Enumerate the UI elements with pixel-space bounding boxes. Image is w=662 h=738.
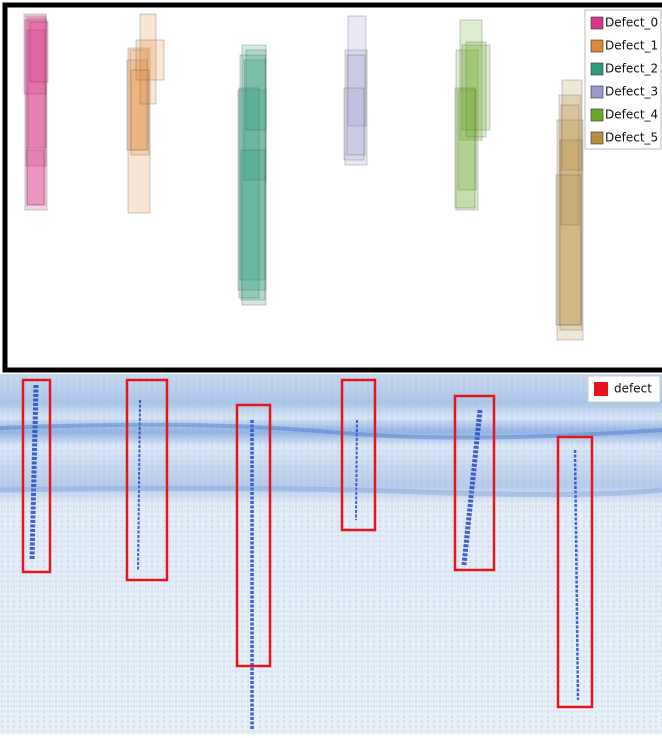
echo-streak	[461, 409, 483, 566]
detection-box	[21, 378, 52, 574]
defect-box	[27, 17, 47, 149]
defect-box	[239, 54, 266, 281]
echo-streak	[355, 419, 358, 521]
top-panel: Defect_0 Defect_1 Defect_2 Defect_3 Defect_4…	[2, 2, 662, 373]
detection-box	[556, 435, 594, 709]
echo-band	[0, 422, 662, 440]
defect-box	[555, 174, 582, 326]
defect-box	[347, 15, 367, 127]
defect-box	[556, 119, 584, 341]
defect-box	[457, 89, 477, 191]
legend-swatch	[594, 382, 608, 396]
legend: Defect_0 Defect_1 Defect_2 Defect_3 Defect_4…	[584, 9, 662, 150]
legend-swatch	[590, 131, 604, 145]
echo-streak	[29, 384, 39, 561]
echo-streaks	[0, 384, 662, 730]
legend-swatch	[590, 85, 604, 99]
defect-box	[561, 79, 583, 171]
legend-swatch	[590, 108, 604, 122]
defect-box	[24, 19, 48, 211]
defect-box	[343, 87, 365, 161]
panel-frame	[2, 2, 662, 373]
echo-band	[0, 485, 662, 498]
defect-box	[459, 19, 483, 141]
defect-box	[344, 49, 368, 166]
legend-swatch	[590, 62, 604, 76]
legend-label: Defect_5	[605, 131, 658, 145]
defect-box	[26, 29, 46, 206]
legend-swatch	[590, 39, 604, 53]
detection-box	[125, 378, 169, 582]
legend-label: Defect_4	[605, 108, 658, 122]
detection-box	[340, 378, 377, 532]
defect-box	[245, 49, 267, 131]
defect-box	[126, 59, 148, 151]
defect-box	[241, 44, 267, 306]
defect-box	[139, 13, 157, 105]
legend-label: defect	[614, 382, 652, 396]
legend-label: Defect_2	[605, 62, 658, 76]
detection-box	[235, 403, 272, 668]
legend-label: Defect_0	[605, 16, 658, 30]
defect-box	[559, 139, 583, 331]
legend-box	[584, 9, 662, 150]
defect-box	[558, 94, 582, 326]
defect-boxes	[23, 13, 584, 341]
defect-box	[455, 49, 479, 211]
legend-label: Defect_1	[605, 39, 658, 53]
defect-box	[465, 41, 487, 138]
echo-streak	[137, 399, 141, 571]
defect-box	[29, 21, 49, 83]
defect-box	[127, 47, 151, 214]
defect-box	[23, 13, 47, 95]
defect-box	[560, 104, 580, 226]
echo-streak	[573, 449, 580, 701]
defect-box	[461, 44, 491, 131]
defect-box	[25, 15, 47, 167]
defect-box	[238, 87, 260, 299]
defect-box	[237, 89, 267, 291]
detection-box	[453, 394, 496, 572]
legend-swatch	[590, 16, 604, 30]
defect-box	[130, 69, 150, 156]
defect-box	[26, 149, 45, 206]
defect-box	[135, 39, 165, 81]
defect-box	[346, 54, 366, 156]
defect-box	[454, 87, 476, 209]
detections	[21, 378, 594, 709]
defect-box	[240, 149, 266, 301]
legend-label: Defect_3	[605, 85, 658, 99]
bottom-panel: defect	[0, 374, 662, 734]
defect-box	[129, 49, 149, 151]
defect-box	[243, 59, 267, 181]
scan-texture	[0, 374, 662, 734]
